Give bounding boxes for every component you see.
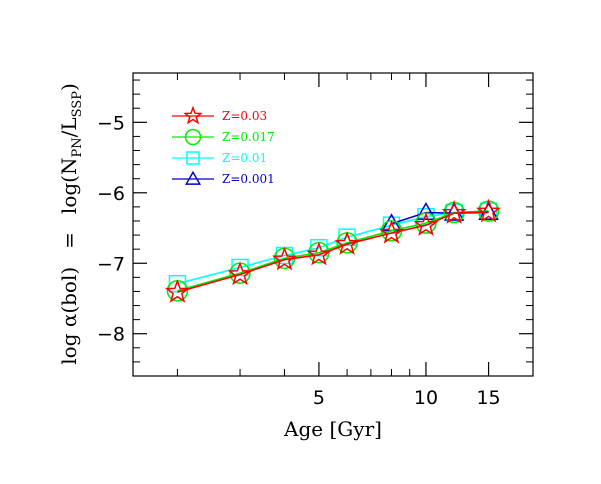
data-point-star <box>413 212 439 236</box>
y-axis-label-end: ) <box>57 83 81 91</box>
x-tick-label: 15 <box>476 387 500 409</box>
legend-item: Z=0.001 <box>172 170 275 186</box>
x-axis-label: Age [Gyr] <box>283 417 382 441</box>
data-point-triangle <box>415 202 437 221</box>
y-axis-label-sub1: PN <box>70 137 85 157</box>
data-point-star <box>227 261 253 286</box>
y-axis-label-sub2: SSP <box>70 91 85 118</box>
legend: Z=0.03 Z=0.017 Z=0.01 Z=0.001 <box>172 105 275 186</box>
y-tick-label: −5 <box>97 112 125 134</box>
y-axis-label: log α(bol) = log(NPN/LSSP) <box>57 83 85 365</box>
axis-ticks <box>133 73 534 376</box>
data-point-star <box>476 198 502 223</box>
data-point-star <box>378 219 405 244</box>
data-point-star <box>334 231 360 255</box>
data-point-star <box>306 241 332 266</box>
legend-label: Z=0.017 <box>222 130 275 144</box>
legend-item: Z=0.01 <box>172 151 267 165</box>
svg-text:log α(bol)=log(NPN/LSSP): log α(bol) = log(NPN/LSSP) <box>57 83 85 365</box>
y-tick-label: −7 <box>97 253 125 275</box>
plot-frame <box>132 72 534 377</box>
legend-item: Z=0.017 <box>172 128 275 146</box>
legend-marker-square <box>186 151 200 165</box>
legend-marker-star <box>183 105 203 125</box>
legend-label: Z=0.03 <box>222 109 267 123</box>
legend-label: Z=0.001 <box>222 172 275 186</box>
legend-label: Z=0.01 <box>222 151 267 165</box>
series-layer <box>164 198 502 303</box>
legend-marker-circle <box>184 128 202 146</box>
y-axis-label-mid: /L <box>57 117 81 137</box>
tick-labels: 5 10 15 −5 −6 −7 −8 <box>97 112 501 409</box>
legend-item: Z=0.03 <box>172 105 267 125</box>
y-axis-label-right: log(N <box>57 158 81 215</box>
data-point-star <box>164 278 190 303</box>
legend-marker-triangle <box>184 170 202 185</box>
x-tick-label: 5 <box>313 387 325 409</box>
y-tick-label: −6 <box>97 183 125 205</box>
y-axis-label-equals: = <box>57 232 81 249</box>
data-point-star <box>441 200 467 224</box>
series-star <box>164 198 502 303</box>
series-line <box>177 211 489 293</box>
data-point-star <box>271 246 297 271</box>
x-tick-label: 10 <box>414 387 438 409</box>
y-axis-label-left: log α(bol) <box>57 267 81 365</box>
y-tick-label: −8 <box>97 324 125 346</box>
